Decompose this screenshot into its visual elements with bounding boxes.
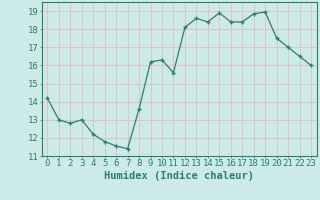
- X-axis label: Humidex (Indice chaleur): Humidex (Indice chaleur): [104, 171, 254, 181]
